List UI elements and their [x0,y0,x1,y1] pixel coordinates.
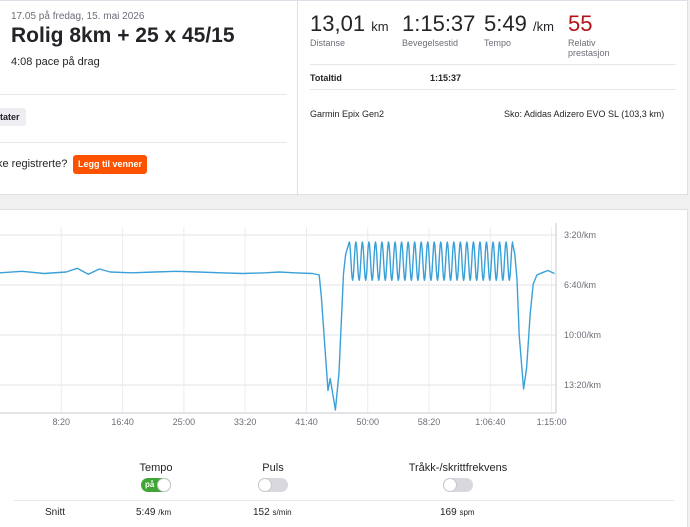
stat-pace: 5:49 /km Tempo [484,11,554,48]
activity-header: 17.05 på fredag, 15. mai 2026 Rolig 8km … [0,1,298,196]
tempo-toggle[interactable]: på [141,478,171,492]
toggle-label: Puls [262,462,284,474]
y-tick-label: 13:20/km [564,380,601,390]
stat-unit: /km [532,19,554,34]
stat-value: 1:15:37 [402,11,476,36]
x-tick-label: 50:00 [356,417,379,427]
stat-unit: km [371,19,389,34]
x-tick-label: 1:15:00 [537,417,567,427]
pace-analysis-card: 3:20/km 6:40/km 10:00/km 13:20/km 8:20 16:40 2… [0,209,688,527]
toggle-knob [258,478,272,492]
avg-value: 169 [440,507,457,518]
x-tick-label: 1:06:40 [475,417,505,427]
stat-label: Relativ prestasjon [568,38,610,58]
divider [0,142,287,143]
total-time-label: Totaltid [310,73,342,83]
activity-title: Rolig 8km + 25 x 45/15 [11,24,235,47]
activity-date: 17.05 på fredag, 15. mai 2026 [11,11,145,22]
y-tick-label: 6:40/km [564,280,596,290]
averages-label: Snitt [45,507,66,518]
tempo-toggle-group: Tempo på [136,462,176,497]
invite-prompt: ke registrerte? [0,158,68,170]
divider [0,94,287,95]
pace-chart[interactable]: 3:20/km 6:40/km 10:00/km 13:20/km 8:20 16:40 2… [0,210,688,440]
divider [310,64,676,65]
device-name: Garmin Epix Gen2 [310,109,385,119]
shoe-name[interactable]: Sko: Adidas Adizero EVO SL (103,3 km) [504,109,665,119]
toggle-knob [157,478,171,492]
heart-rate-toggle[interactable] [258,478,288,492]
activity-chip[interactable]: tater [0,108,26,126]
stat-value: 5:49 [484,11,527,36]
avg-pace: 5:49 /km [136,507,171,518]
total-time-value: 1:15:37 [430,73,462,83]
avg-unit: /km [158,508,172,517]
cadence-toggle[interactable] [443,478,473,492]
activity-summary-card: 17.05 på fredag, 15. mai 2026 Rolig 8km … [0,0,688,196]
x-tick-label: 41:40 [295,417,318,427]
x-tick-label: 58:20 [418,417,441,427]
stat-distance: 13,01 km Distanse [310,11,389,48]
toggle-label: Tempo [139,462,173,474]
stat-label: Bevegelsestid [402,38,459,48]
x-tick-label: 16:40 [111,417,134,427]
avg-value: 152 [253,507,270,518]
avg-unit: spm [459,508,475,517]
avg-unit: s/min [272,508,292,517]
toggle-label: Tråkk-/skrittfrekvens [408,462,508,474]
stat-relative-effort[interactable]: 55 Relativ prestasjon [568,11,628,58]
stat-moving-time: 1:15:37 Bevegelsestid [402,11,475,48]
y-tick-label: 3:20/km [564,230,596,240]
divider [14,500,674,501]
divider [310,89,676,90]
gear-row: Garmin Epix Gen2 Sko: Adidas Adizero EVO… [310,109,676,119]
x-tick-label: 25:00 [173,417,196,427]
stat-label: Tempo [484,38,512,48]
avg-heart-rate: 152 s/min [253,507,292,518]
avg-cadence: 169 spm [440,507,475,518]
x-tick-label: 33:20 [234,417,257,427]
activity-description: 4:08 pace på drag [11,56,100,68]
add-friends-button[interactable]: Legg til venner [73,155,147,174]
toggle-knob [443,478,457,492]
avg-value: 5:49 [136,507,156,518]
cadence-toggle-group: Tråkk-/skrittfrekvens [398,462,518,497]
toggle-state: på [145,480,155,489]
heart-rate-toggle-group: Puls [253,462,293,497]
total-time-row: Totaltid 1:15:37 [310,73,676,83]
stat-label: Distanse [310,38,346,48]
pace-line [0,241,555,411]
y-tick-label: 10:00/km [564,330,601,340]
x-tick-label: 8:20 [52,417,70,427]
stat-value: 55 [568,11,593,36]
stat-value: 13,01 [310,11,366,36]
